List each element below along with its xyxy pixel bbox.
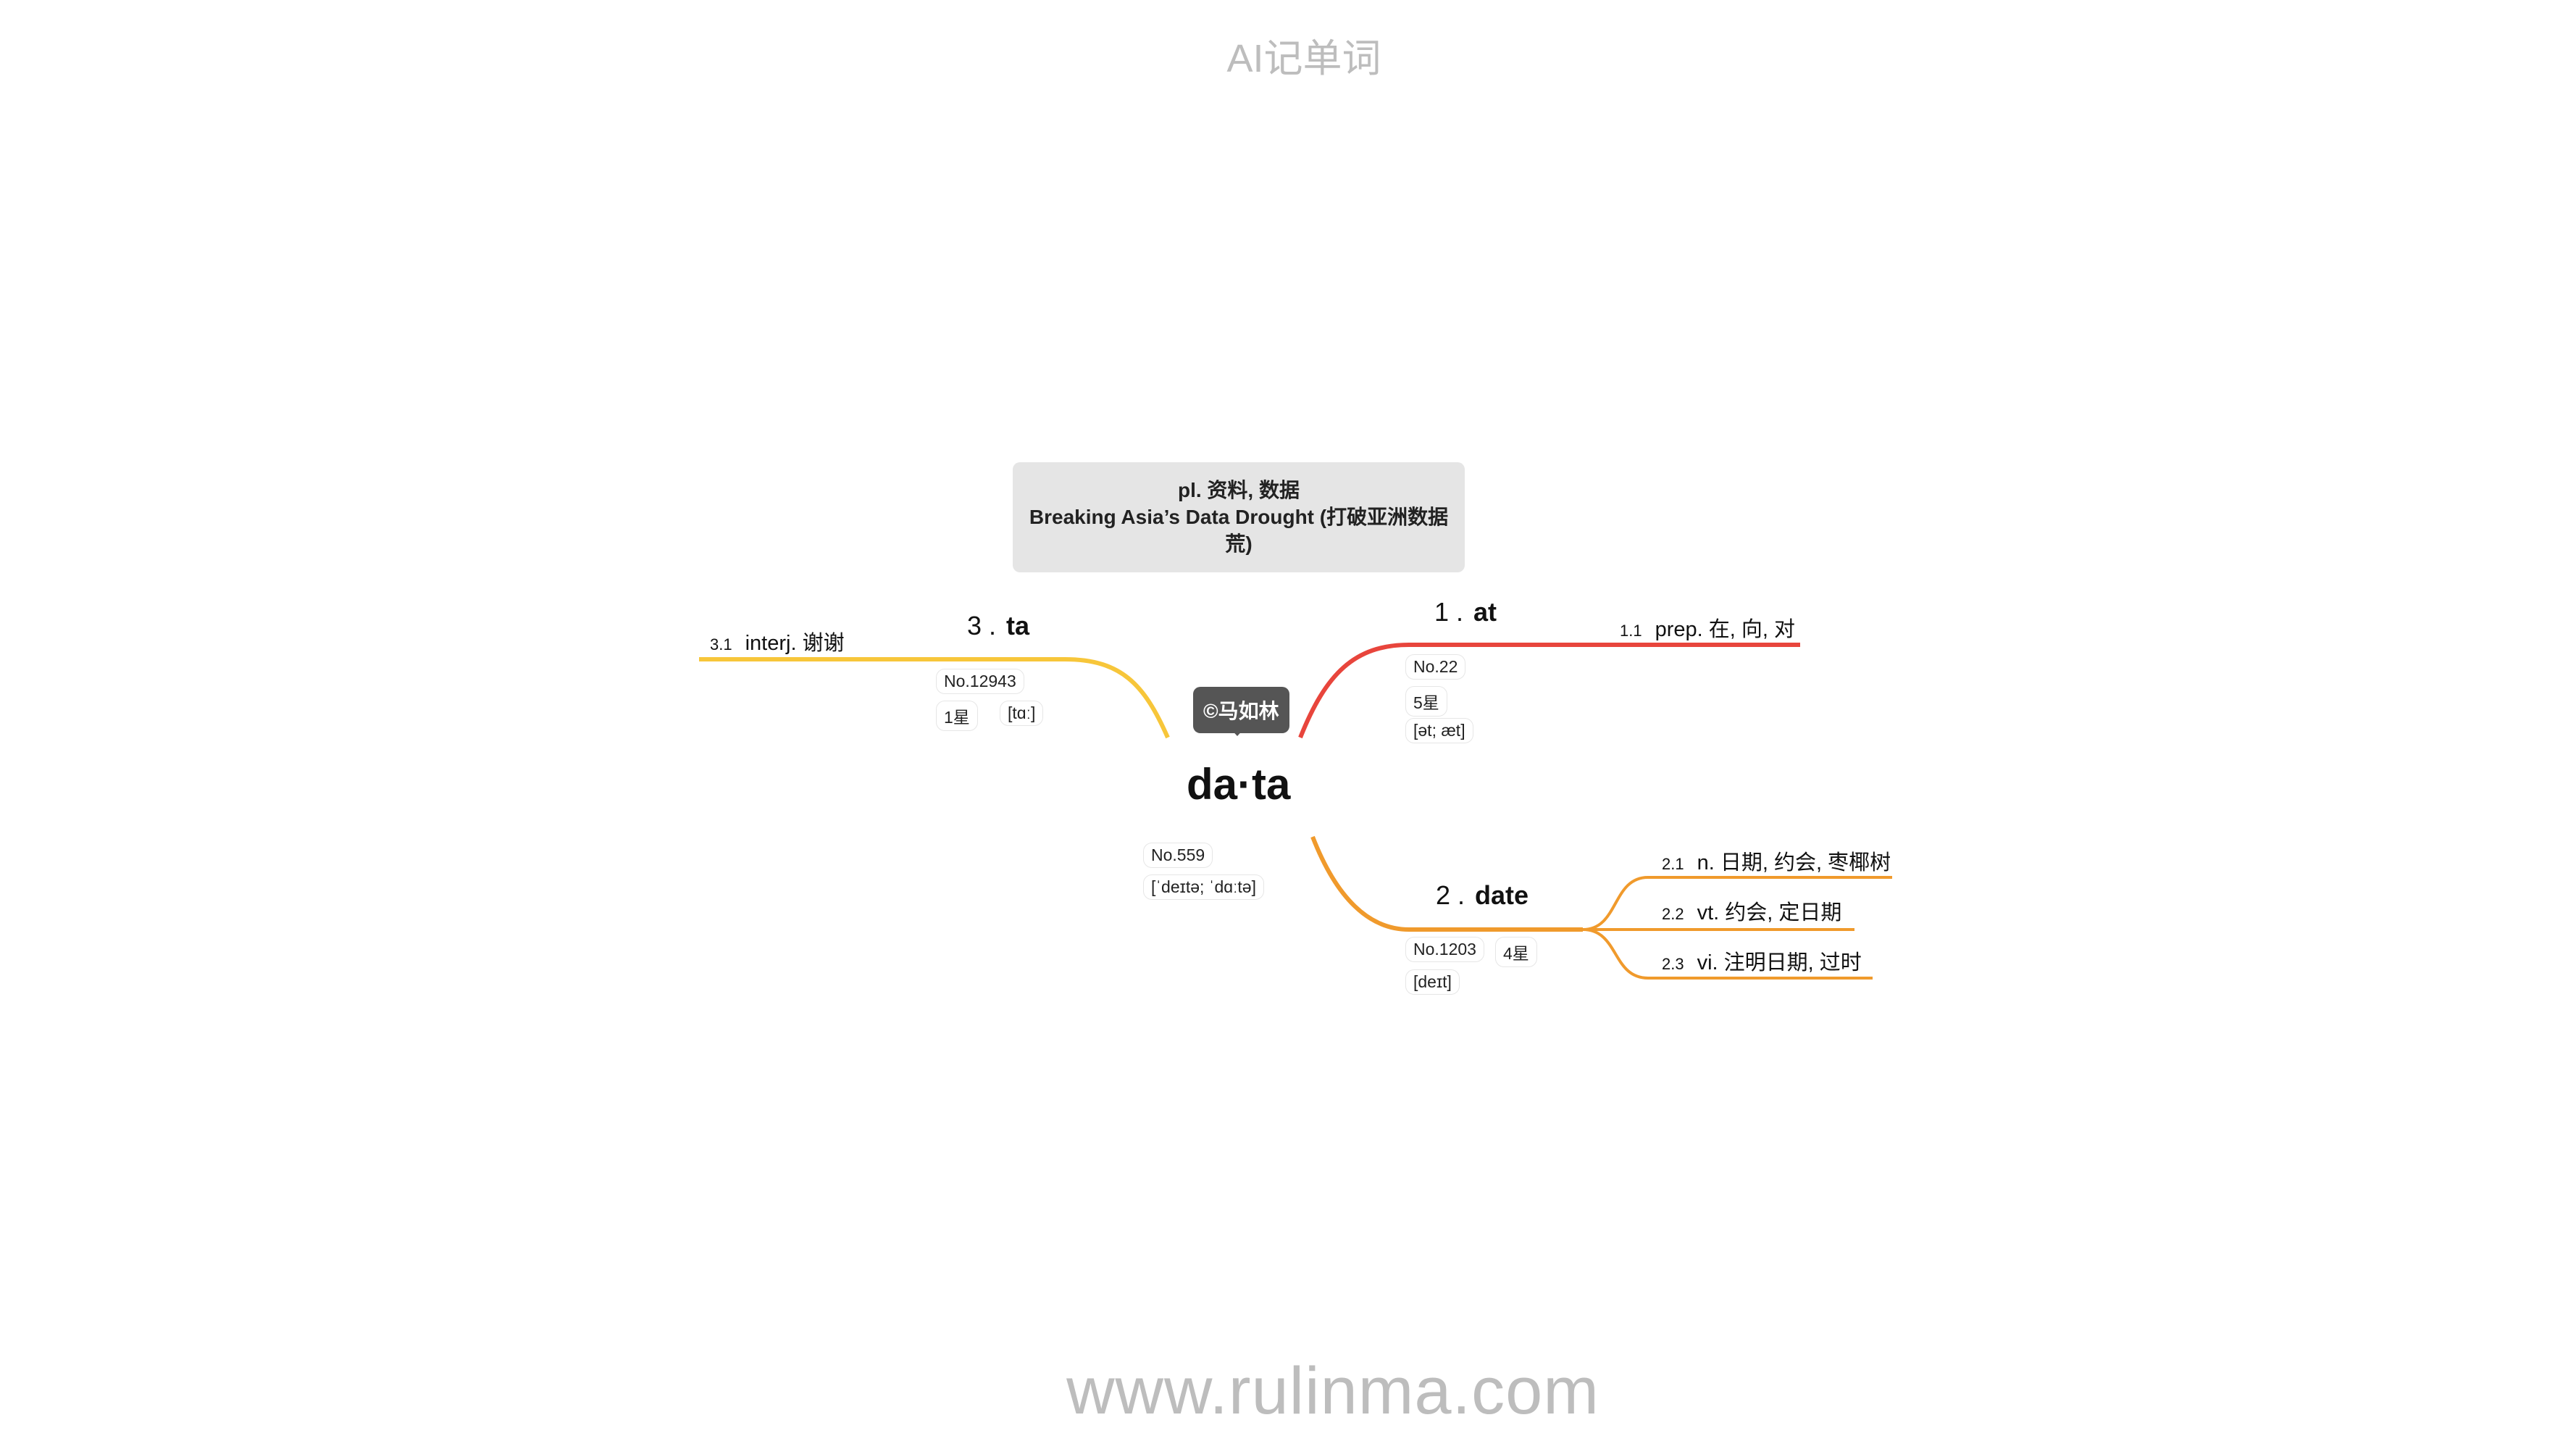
sense-2-3-underline xyxy=(1582,928,1873,980)
sense-2-2[interactable]: 2.2 vt. 约会, 定日期 xyxy=(1662,895,1841,926)
branch-3-title[interactable]: 3 . ta xyxy=(967,611,1029,641)
branch-1-word: at xyxy=(1473,597,1497,627)
app-title: AI记单词 xyxy=(1226,37,1381,80)
sense-2-1-underline xyxy=(1582,876,1892,931)
branch-3-phonetic-tag: [tɑː] xyxy=(1000,701,1044,726)
branch-2-stars-tag: 4星 xyxy=(1495,937,1537,967)
sense-2-2-number: 2.2 xyxy=(1662,905,1684,923)
sense-3-1[interactable]: 3.1 interj. 谢谢 xyxy=(710,626,845,656)
badge-pointer xyxy=(1228,726,1247,736)
branch-3-connector xyxy=(699,657,1170,739)
sense-2-3[interactable]: 2.3 vi. 注明日期, 过时 xyxy=(1662,945,1862,976)
sense-1-1[interactable]: 1.1 prep. 在, 向, 对 xyxy=(1620,612,1795,643)
branch-1-phonetic-tag: [ət; æt] xyxy=(1405,718,1473,743)
sense-1-1-text: prep. 在, 向, 对 xyxy=(1655,618,1795,641)
branch-1-stars-tag: 5星 xyxy=(1405,686,1447,717)
branch-1-title[interactable]: 1 . at xyxy=(1434,597,1497,627)
sense-3-1-number: 3.1 xyxy=(710,635,732,653)
sense-3-1-text: interj. 谢谢 xyxy=(745,632,845,655)
branch-3-stars-tag: 1星 xyxy=(936,701,978,731)
branch-1-rank-tag: No.22 xyxy=(1405,654,1466,680)
branch-2-rank-tag: No.1203 xyxy=(1405,937,1484,962)
copyright-text: ©马如林 xyxy=(1193,687,1289,733)
sense-1-1-number: 1.1 xyxy=(1620,622,1642,640)
copyright-badge: ©马如林 xyxy=(1193,687,1289,736)
definition-callout: pl. 资料, 数据 Breaking Asia’s Data Drought … xyxy=(1013,462,1465,572)
branch-2-title[interactable]: 2 . date xyxy=(1436,880,1529,911)
callout-example: Breaking Asia’s Data Drought (打破亚洲数据荒) xyxy=(1029,506,1449,555)
branch-3-word: ta xyxy=(1006,611,1030,640)
sense-2-1-text: n. 日期, 约会, 枣椰树 xyxy=(1697,851,1891,874)
branch-1-number: 1 . xyxy=(1434,597,1464,627)
branch-2-connector xyxy=(1310,835,1583,932)
branch-2-phonetic-tag: [deɪt] xyxy=(1405,969,1460,995)
sense-2-3-number: 2.3 xyxy=(1662,955,1684,973)
central-word[interactable]: da·ta xyxy=(1187,760,1291,809)
central-rank-tag: No.559 xyxy=(1143,843,1213,868)
sense-2-3-text: vi. 注明日期, 过时 xyxy=(1697,951,1862,974)
branch-2-number: 2 . xyxy=(1436,880,1465,910)
website-url[interactable]: www.rulinma.com xyxy=(1066,1354,1599,1428)
sense-2-1[interactable]: 2.1 n. 日期, 约会, 枣椰树 xyxy=(1662,845,1891,876)
branch-2-word: date xyxy=(1475,880,1529,910)
branch-1-connector xyxy=(1298,643,1800,739)
callout-definition: pl. 资料, 数据 xyxy=(1177,479,1300,501)
sense-2-2-text: vt. 约会, 定日期 xyxy=(1697,901,1842,924)
branch-3-rank-tag: No.12943 xyxy=(936,669,1024,694)
central-phonetic-tag: [ˈdeɪtə; ˈdɑːtə] xyxy=(1143,874,1264,900)
sense-2-1-number: 2.1 xyxy=(1662,855,1684,873)
branch-3-number: 3 . xyxy=(967,611,997,640)
